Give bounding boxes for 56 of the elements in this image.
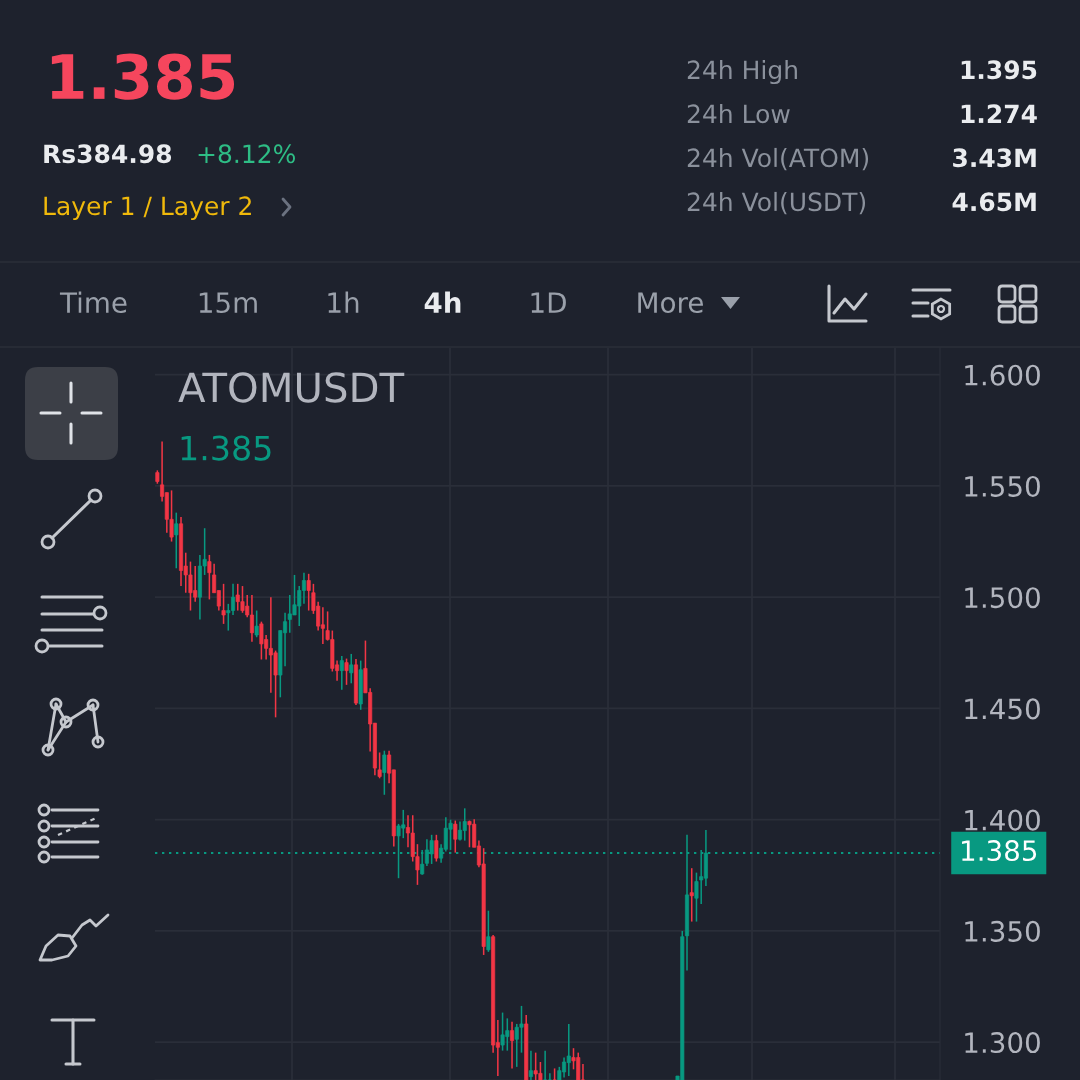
candlestick bbox=[547, 1072, 552, 1080]
annotation: 1.385 bbox=[181, 435, 271, 461]
candlestick bbox=[434, 834, 439, 863]
text: 1.274 bbox=[961, 104, 1037, 123]
candlestick bbox=[344, 657, 349, 686]
candlestick bbox=[207, 554, 212, 601]
candlestick bbox=[689, 867, 694, 923]
y-tick-label: 1.550 bbox=[965, 475, 1040, 497]
text: Layer 1 / Layer 2 bbox=[44, 196, 251, 221]
candlestick bbox=[453, 819, 458, 854]
candlestick bbox=[458, 820, 463, 842]
candlestick bbox=[377, 751, 382, 780]
text: 4.65M bbox=[952, 192, 1036, 212]
y-tick-label: 1.500 bbox=[965, 587, 1040, 609]
text: 4h bbox=[424, 291, 461, 313]
candlestick bbox=[306, 573, 311, 612]
text: +8.12% bbox=[198, 144, 295, 164]
y-tick-label: 1.400 bbox=[965, 809, 1040, 831]
candlestick bbox=[349, 653, 354, 685]
text: Time bbox=[59, 291, 127, 314]
candlestick bbox=[169, 489, 174, 543]
candlestick bbox=[543, 1049, 548, 1080]
text: More bbox=[638, 292, 703, 314]
text: 1.385 bbox=[51, 53, 235, 100]
candlestick bbox=[462, 807, 467, 842]
y-tick-label: 1.600 bbox=[965, 364, 1040, 386]
text: 24h Vol(ATOM) bbox=[687, 147, 869, 171]
chart-title: ATOMUSDT bbox=[178, 372, 405, 403]
candlestick bbox=[528, 1049, 533, 1080]
candlestick bbox=[259, 620, 264, 661]
text: 15m bbox=[199, 292, 257, 314]
candlestick bbox=[510, 1020, 515, 1070]
text: 1h bbox=[328, 291, 359, 313]
candlestick bbox=[420, 849, 425, 876]
candlestick bbox=[339, 655, 344, 691]
candlestick bbox=[174, 511, 179, 570]
candlestick bbox=[566, 1023, 571, 1077]
text: 24h Low bbox=[687, 103, 790, 124]
y-tick-label: 1.450 bbox=[965, 698, 1040, 720]
candlestick bbox=[486, 909, 491, 953]
y-tick-label: 1.300 bbox=[965, 1032, 1040, 1054]
text: Rs384.98 bbox=[44, 144, 172, 164]
text: 24h High bbox=[687, 59, 797, 85]
text: 1D bbox=[531, 292, 566, 313]
y-tick-label: 1.350 bbox=[965, 920, 1040, 942]
candlestick bbox=[301, 571, 306, 605]
candlestick bbox=[448, 818, 453, 851]
ref-line-label: 1.385 bbox=[962, 840, 1037, 862]
candlestick bbox=[382, 749, 387, 796]
text: 1.395 bbox=[961, 60, 1037, 80]
candlestick bbox=[221, 583, 226, 625]
candlestick bbox=[429, 834, 434, 865]
text: 24h Vol(USDT) bbox=[687, 191, 866, 215]
candlestick bbox=[254, 609, 259, 639]
text: 3.43M bbox=[953, 148, 1036, 168]
candlestick bbox=[249, 594, 254, 643]
